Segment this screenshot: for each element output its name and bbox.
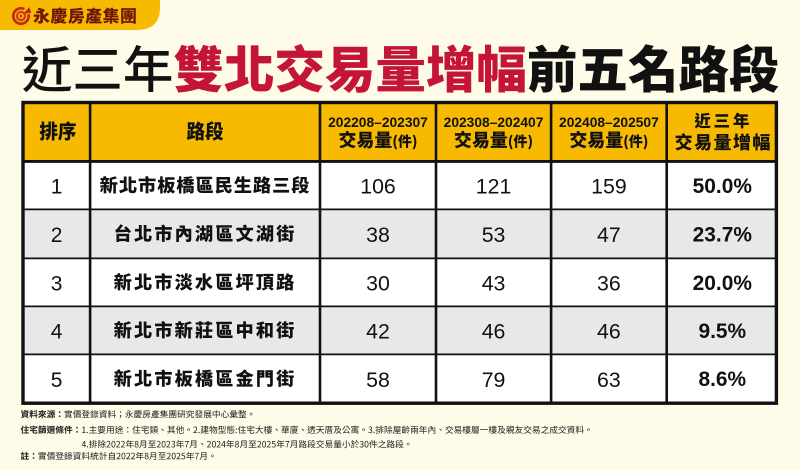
svg-text:1: 1 <box>51 176 63 199</box>
svg-text:23.7%: 23.7% <box>693 223 753 246</box>
svg-text:43: 43 <box>482 272 506 296</box>
svg-text:36: 36 <box>597 272 621 296</box>
svg-text:30: 30 <box>366 272 390 296</box>
svg-text:53: 53 <box>482 223 506 247</box>
svg-text:2: 2 <box>51 224 63 247</box>
svg-text:50.0%: 50.0% <box>693 175 753 198</box>
svg-text:47: 47 <box>597 223 621 247</box>
svg-text:42: 42 <box>366 320 390 344</box>
svg-text:159: 159 <box>591 175 627 199</box>
svg-text:58: 58 <box>366 368 390 392</box>
svg-text:202308–202407: 202308–202407 <box>444 115 544 130</box>
svg-text:4: 4 <box>51 321 63 344</box>
svg-text:202208–202307: 202208–202307 <box>328 115 428 130</box>
svg-text:202408–202507: 202408–202507 <box>559 115 659 130</box>
svg-text:79: 79 <box>482 368 506 392</box>
svg-text:3: 3 <box>51 273 63 296</box>
svg-text:121: 121 <box>476 175 512 199</box>
svg-text:46: 46 <box>482 320 506 344</box>
svg-text:106: 106 <box>360 175 396 199</box>
svg-text:9.5%: 9.5% <box>698 320 746 343</box>
svg-text:63: 63 <box>597 368 621 392</box>
svg-text:38: 38 <box>366 223 390 247</box>
svg-text:46: 46 <box>597 320 621 344</box>
svg-text:5: 5 <box>51 369 63 392</box>
svg-text:20.0%: 20.0% <box>693 272 753 295</box>
svg-text:8.6%: 8.6% <box>698 368 746 391</box>
